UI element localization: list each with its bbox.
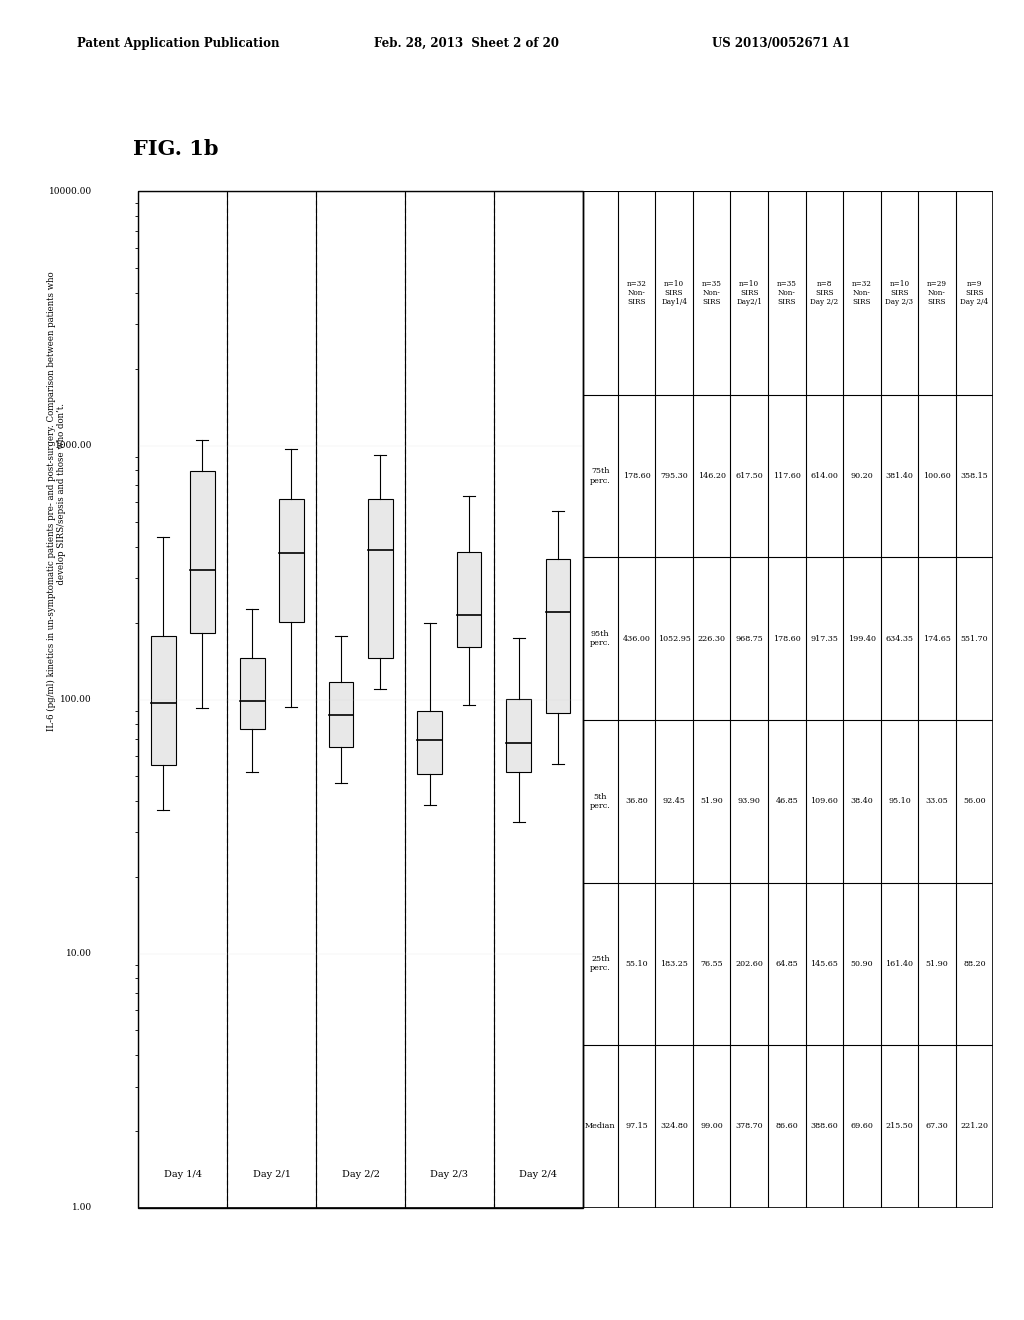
Text: 358.15: 358.15 [961, 473, 988, 480]
Text: 55.10: 55.10 [626, 960, 648, 968]
Text: Patent Application Publication: Patent Application Publication [77, 37, 280, 50]
Text: 436.00: 436.00 [623, 635, 650, 643]
Text: 968.75: 968.75 [735, 635, 763, 643]
Text: Day 2/4: Day 2/4 [519, 1170, 557, 1179]
Bar [507, 698, 531, 772]
Text: 33.05: 33.05 [926, 797, 948, 805]
Text: 1.00: 1.00 [72, 1204, 92, 1212]
Text: 178.60: 178.60 [623, 473, 650, 480]
Text: 25th
perc.: 25th perc. [590, 956, 610, 973]
Text: 93.90: 93.90 [737, 797, 761, 805]
Text: 614.00: 614.00 [810, 473, 839, 480]
Text: 178.60: 178.60 [773, 635, 801, 643]
Text: 145.65: 145.65 [810, 960, 839, 968]
Text: n=32
Non-
SIRS: n=32 Non- SIRS [627, 280, 646, 306]
Text: 50.90: 50.90 [851, 960, 873, 968]
Text: 202.60: 202.60 [735, 960, 763, 968]
Bar [240, 657, 264, 729]
Text: 51.90: 51.90 [700, 797, 723, 805]
Text: Median: Median [585, 1122, 615, 1130]
Text: 64.85: 64.85 [775, 960, 798, 968]
Text: 90.20: 90.20 [851, 473, 873, 480]
Text: 378.70: 378.70 [735, 1122, 763, 1130]
Text: 36.80: 36.80 [625, 797, 648, 805]
Bar [189, 471, 215, 632]
Text: 92.45: 92.45 [663, 797, 685, 805]
Text: Day 2/1: Day 2/1 [253, 1170, 291, 1179]
Text: 1052.95: 1052.95 [657, 635, 690, 643]
Text: n=10
SIRS
Day1/4: n=10 SIRS Day1/4 [662, 280, 687, 306]
Text: 95.10: 95.10 [888, 797, 910, 805]
Text: 75th
perc.: 75th perc. [590, 467, 610, 484]
Text: 97.15: 97.15 [625, 1122, 648, 1130]
Text: 38.40: 38.40 [851, 797, 873, 805]
Text: 95th
perc.: 95th perc. [590, 630, 610, 647]
Text: n=8
SIRS
Day 2/2: n=8 SIRS Day 2/2 [810, 280, 839, 306]
Text: 67.30: 67.30 [926, 1122, 948, 1130]
Bar [418, 711, 442, 774]
Text: 1000.00: 1000.00 [54, 441, 92, 450]
Text: 634.35: 634.35 [886, 635, 913, 643]
Text: n=32
Non-
SIRS: n=32 Non- SIRS [852, 280, 871, 306]
Text: 109.60: 109.60 [810, 797, 839, 805]
Text: 5th
perc.: 5th perc. [590, 792, 610, 810]
Text: n=10
SIRS
Day 2/3: n=10 SIRS Day 2/3 [886, 280, 913, 306]
Text: Day 2/3: Day 2/3 [430, 1170, 468, 1179]
Text: 117.60: 117.60 [773, 473, 801, 480]
Text: 381.40: 381.40 [886, 473, 913, 480]
Text: 100.00: 100.00 [60, 696, 92, 704]
Text: 99.00: 99.00 [700, 1122, 723, 1130]
Text: 215.50: 215.50 [886, 1122, 913, 1130]
Text: 161.40: 161.40 [886, 960, 913, 968]
Text: 221.20: 221.20 [961, 1122, 988, 1130]
Bar [546, 558, 570, 713]
Text: 617.50: 617.50 [735, 473, 763, 480]
Text: 226.30: 226.30 [697, 635, 726, 643]
Bar [457, 552, 481, 647]
Text: Day 1/4: Day 1/4 [164, 1170, 202, 1179]
Text: 388.60: 388.60 [810, 1122, 839, 1130]
Text: 56.00: 56.00 [964, 797, 986, 805]
Text: 86.60: 86.60 [775, 1122, 798, 1130]
Text: n=35
Non-
SIRS: n=35 Non- SIRS [777, 280, 797, 306]
Text: FIG. 1b: FIG. 1b [133, 139, 218, 158]
Text: n=29
Non-
SIRS: n=29 Non- SIRS [927, 280, 947, 306]
Text: 917.35: 917.35 [810, 635, 839, 643]
Text: 69.60: 69.60 [850, 1122, 873, 1130]
Text: 551.70: 551.70 [961, 635, 988, 643]
Text: n=35
Non-
SIRS: n=35 Non- SIRS [701, 280, 722, 306]
Bar [279, 499, 304, 622]
Text: Feb. 28, 2013  Sheet 2 of 20: Feb. 28, 2013 Sheet 2 of 20 [374, 37, 559, 50]
Text: 146.20: 146.20 [697, 473, 726, 480]
Text: 183.25: 183.25 [660, 960, 688, 968]
Text: 10.00: 10.00 [67, 949, 92, 958]
Text: 795.30: 795.30 [660, 473, 688, 480]
Text: 76.55: 76.55 [700, 960, 723, 968]
Text: 174.65: 174.65 [923, 635, 951, 643]
Text: 51.90: 51.90 [926, 960, 948, 968]
Bar [368, 499, 392, 659]
Text: 100.60: 100.60 [923, 473, 951, 480]
Bar [151, 636, 175, 766]
Text: 46.85: 46.85 [775, 797, 798, 805]
Text: Day 2/2: Day 2/2 [342, 1170, 380, 1179]
Text: IL-6 (pg/ml) kinetics in un-symptomatic patients pre- and post-surgery. Comparis: IL-6 (pg/ml) kinetics in un-symptomatic … [46, 272, 67, 731]
Text: 88.20: 88.20 [964, 960, 986, 968]
Text: US 2013/0052671 A1: US 2013/0052671 A1 [712, 37, 850, 50]
Text: 10000.00: 10000.00 [49, 187, 92, 195]
Bar [329, 681, 353, 747]
Text: 199.40: 199.40 [848, 635, 876, 643]
Text: 324.80: 324.80 [660, 1122, 688, 1130]
Text: n=10
SIRS
Day2/1: n=10 SIRS Day2/1 [736, 280, 762, 306]
Text: n=9
SIRS
Day 2/4: n=9 SIRS Day 2/4 [961, 280, 988, 306]
